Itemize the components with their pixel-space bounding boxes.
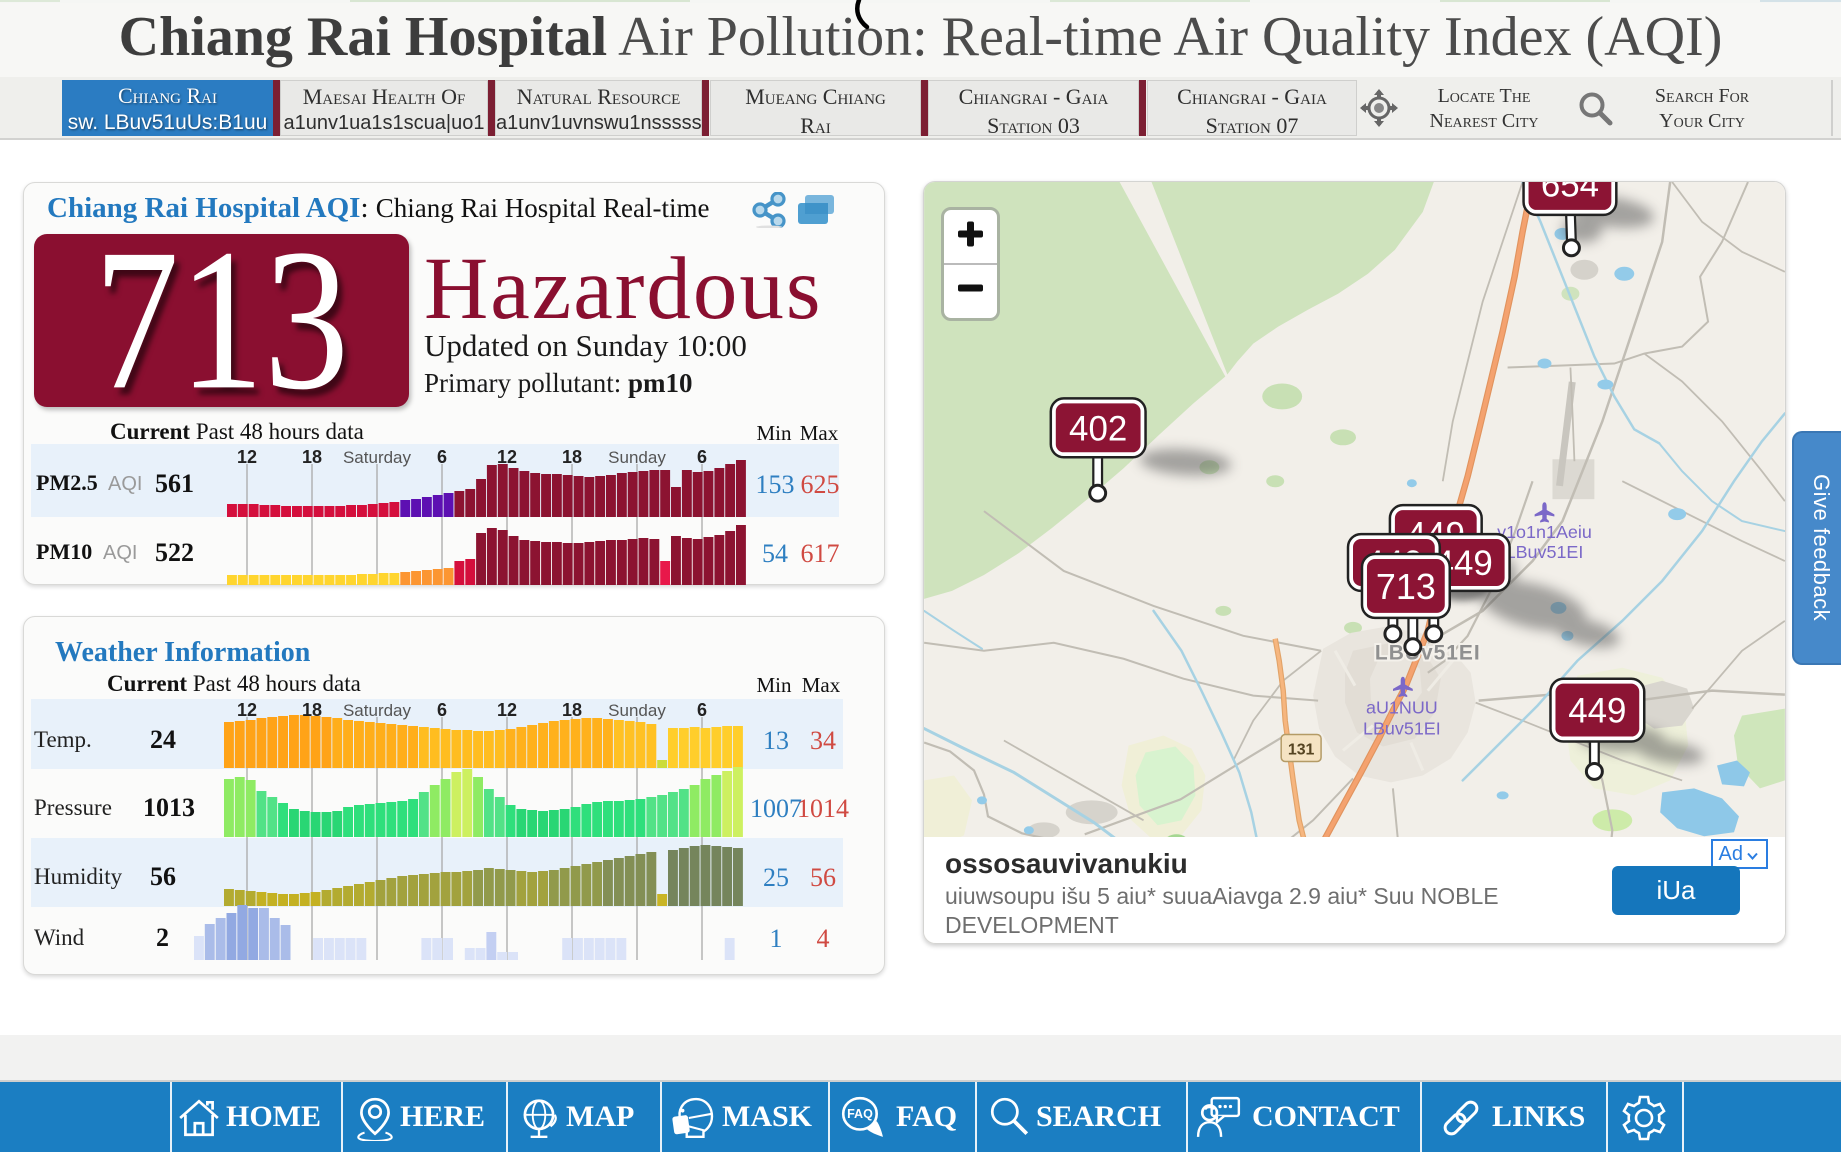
svg-text:18: 18: [302, 447, 322, 467]
svg-text:Saturday: Saturday: [343, 701, 412, 720]
svg-text:LBuv51EI: LBuv51EI: [1506, 542, 1584, 562]
svg-text:LBUv51EI: LBUv51EI: [1375, 642, 1481, 665]
svg-text:v1o1n1Aeiu: v1o1n1Aeiu: [1497, 522, 1592, 542]
svg-text:aU1NUU: aU1NUU: [1366, 698, 1438, 718]
svg-text:131: 131: [1288, 741, 1315, 758]
svg-text:18: 18: [302, 700, 322, 720]
svg-text:654: 654: [1541, 181, 1599, 205]
svg-text:6: 6: [697, 447, 707, 467]
svg-text:12: 12: [497, 700, 517, 720]
svg-text:18: 18: [562, 447, 582, 467]
svg-text:FAQ: FAQ: [847, 1107, 873, 1121]
svg-text:12: 12: [237, 700, 257, 720]
svg-text:449: 449: [1568, 692, 1626, 731]
svg-text:402: 402: [1069, 409, 1127, 448]
svg-text:LBuv51EI: LBuv51EI: [1363, 719, 1441, 739]
svg-text:12: 12: [497, 447, 517, 467]
svg-text:12: 12: [237, 447, 257, 467]
svg-text:6: 6: [437, 700, 447, 720]
svg-text:713: 713: [1376, 567, 1436, 607]
svg-text:6: 6: [697, 700, 707, 720]
svg-text:Sunday: Sunday: [608, 701, 666, 720]
svg-text:18: 18: [562, 700, 582, 720]
svg-text:Saturday: Saturday: [343, 448, 412, 467]
svg-text:Sunday: Sunday: [608, 448, 666, 467]
svg-text:6: 6: [437, 447, 447, 467]
